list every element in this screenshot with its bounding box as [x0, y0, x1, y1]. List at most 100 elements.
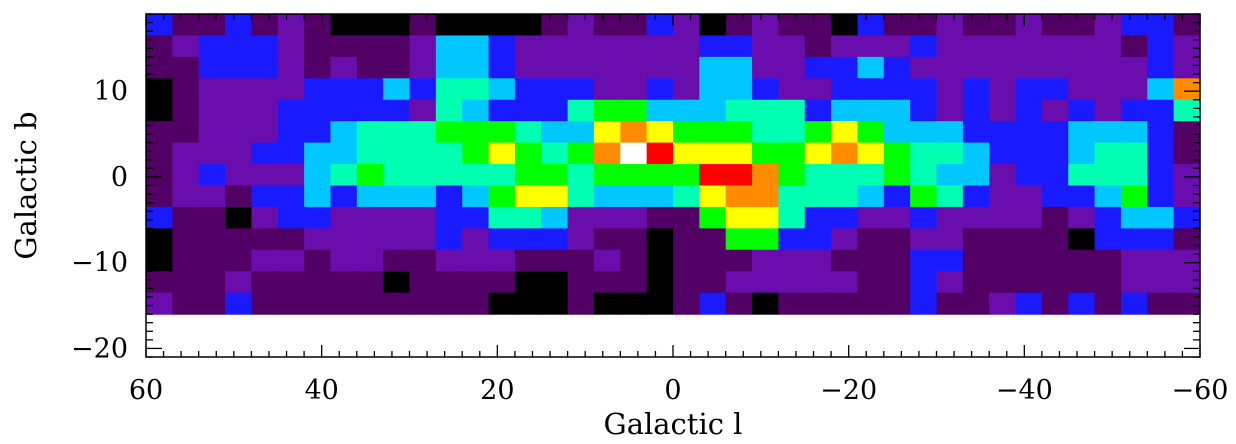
- heatmap-cell: [1068, 249, 1096, 272]
- heatmap-cell: [620, 185, 648, 208]
- heatmap-cell: [1120, 56, 1148, 79]
- heatmap-cell: [409, 121, 437, 144]
- x-tick-label: −20: [820, 375, 877, 406]
- heatmap-cell: [646, 185, 674, 208]
- heatmap-cell: [962, 14, 990, 37]
- heatmap-cell: [752, 185, 779, 208]
- heatmap-cell: [778, 99, 806, 122]
- heatmap-cell: [435, 78, 463, 101]
- heatmap-cell: [356, 206, 384, 229]
- heatmap-cell: [1094, 35, 1122, 58]
- heatmap-cell: [962, 99, 990, 122]
- heatmap-cell: [1068, 142, 1096, 165]
- heatmap-cell: [725, 35, 753, 58]
- heatmap-cell: [409, 14, 437, 37]
- heatmap-cell: [1120, 78, 1148, 101]
- heatmap-cell: [962, 206, 990, 229]
- heatmap-cell: [962, 271, 990, 294]
- heatmap-cell: [620, 206, 648, 229]
- heatmap-cell: [541, 228, 569, 251]
- heatmap-cell: [831, 292, 859, 315]
- heatmap-cell: [778, 35, 806, 58]
- heatmap-cell: [831, 206, 859, 229]
- heatmap-cell: [989, 164, 1017, 187]
- heatmap-cell: [225, 271, 252, 294]
- heatmap-cell: [488, 185, 516, 208]
- heatmap-cell: [198, 271, 226, 294]
- heatmap-cell: [198, 142, 226, 165]
- heatmap-cell: [409, 292, 437, 315]
- heatmap-cell: [989, 78, 1017, 101]
- heatmap-cell: [304, 99, 332, 122]
- heatmap-cell: [1068, 121, 1096, 144]
- heatmap-cell: [883, 35, 911, 58]
- heatmap-cell: [488, 78, 516, 101]
- heatmap-cell: [251, 292, 279, 315]
- heatmap-cell: [620, 35, 648, 58]
- heatmap-cell: [936, 206, 964, 229]
- heatmap-cell: [383, 164, 411, 187]
- heatmap-cell: [804, 292, 832, 315]
- heatmap-cell: [699, 164, 727, 187]
- heatmap-cell: [1094, 164, 1122, 187]
- heatmap-cell: [1015, 164, 1043, 187]
- heatmap-cell: [514, 121, 542, 144]
- heatmap-cell: [356, 78, 384, 101]
- heatmap-cell: [778, 142, 806, 165]
- heatmap-cell: [804, 271, 832, 294]
- heatmap-cell: [1068, 14, 1096, 37]
- heatmap-cell: [699, 142, 727, 165]
- heatmap-cell: [1041, 185, 1069, 208]
- heatmap-cell: [251, 78, 279, 101]
- heatmap-cell: [198, 292, 226, 315]
- heatmap-cell: [277, 185, 305, 208]
- heatmap-cell: [304, 121, 332, 144]
- heatmap-cell: [778, 292, 806, 315]
- heatmap-cell: [251, 206, 279, 229]
- heatmap-cell: [172, 292, 200, 315]
- heatmap-cell: [488, 292, 516, 315]
- heatmap-cell: [593, 271, 621, 294]
- heatmap-cell: [304, 14, 332, 37]
- heatmap-cell: [1173, 271, 1201, 294]
- heatmap-cell: [277, 292, 305, 315]
- heatmap-cell: [804, 78, 832, 101]
- heatmap-cell: [620, 78, 648, 101]
- heatmap-cell: [514, 292, 542, 315]
- heatmap-cell: [1015, 99, 1043, 122]
- heatmap-cell: [356, 142, 384, 165]
- heatmap-cell: [409, 35, 437, 58]
- heatmap-cell: [910, 228, 938, 251]
- heatmap-cell: [883, 228, 911, 251]
- heatmap-cell: [778, 228, 806, 251]
- heatmap-cell: [646, 228, 674, 251]
- heatmap-cell: [146, 14, 173, 37]
- heatmap-cell: [804, 56, 832, 79]
- heatmap-cell: [725, 292, 753, 315]
- heatmap-cell: [725, 228, 753, 251]
- heatmap-cell: [409, 185, 437, 208]
- heatmap-cell: [725, 99, 753, 122]
- heatmap-cell: [1068, 271, 1096, 294]
- heatmap-cell: [936, 249, 964, 272]
- heatmap-cell: [409, 271, 437, 294]
- heatmap-cell: [1068, 35, 1096, 58]
- heatmap-cell: [673, 56, 700, 79]
- heatmap-cell: [1068, 185, 1096, 208]
- heatmap-cell: [910, 121, 938, 144]
- heatmap-cell: [883, 78, 911, 101]
- heatmap-cell: [673, 78, 700, 101]
- heatmap-cell: [620, 164, 648, 187]
- heatmap-cell: [198, 56, 226, 79]
- heatmap-cell: [541, 164, 569, 187]
- heatmap-cell: [752, 99, 779, 122]
- heatmap-cell: [962, 56, 990, 79]
- heatmap-cell: [277, 56, 305, 79]
- x-axis-title: Galactic l: [604, 407, 743, 441]
- heatmap-cell: [646, 142, 674, 165]
- x-tick-label: 40: [304, 375, 338, 406]
- heatmap-cell: [1068, 78, 1096, 101]
- heatmap-cell: [514, 271, 542, 294]
- heatmap-cell: [356, 271, 384, 294]
- heatmap-cell: [462, 206, 490, 229]
